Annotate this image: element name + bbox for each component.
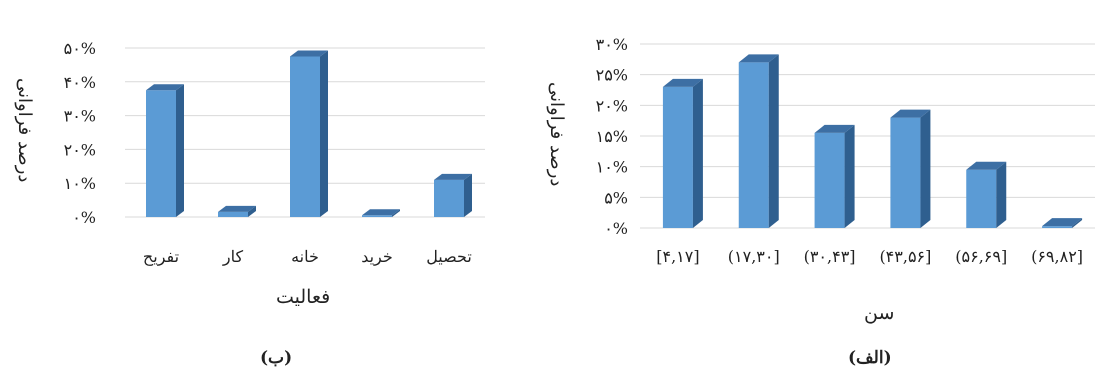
chart-b-y-tick-label: ۰% <box>72 208 96 227</box>
chart-b-bar-front <box>146 90 176 217</box>
chart-a-bar-top <box>738 54 779 63</box>
chart-a-y-tick-label: ۵% <box>604 188 628 207</box>
chart-a-bar-front <box>662 86 693 228</box>
chart-a-bar-top <box>1042 218 1083 227</box>
x-axis-title-a: سن <box>864 302 895 324</box>
chart-a-x-tick-label: (۴۳,۵۶] <box>879 247 931 266</box>
chart-b-x-tick-label: کار <box>222 247 244 266</box>
chart-a-bar <box>890 109 931 228</box>
chart-a-bar-side <box>996 161 1007 228</box>
chart-b-bar-side <box>464 173 472 217</box>
chart-a-bar-side <box>844 124 855 228</box>
chart-a-bar-side <box>768 54 779 229</box>
chart-b-x-tick-label: خانه <box>291 247 319 266</box>
chart-a-x-tick-label: (۳۰,۴۳] <box>804 247 856 266</box>
chart-a-bar-side <box>692 78 703 228</box>
chart-a-x-tick-label: (۶۹,۸۲] <box>1031 247 1083 266</box>
chart-b-bar-side <box>248 205 256 217</box>
chart-b-bar-front <box>218 211 248 217</box>
chart-a-bar-top <box>890 109 931 118</box>
chart-b-bar <box>146 84 184 217</box>
chart-a-bar-front <box>1042 226 1073 228</box>
y-axis-title-b: درصد فراوانی <box>14 78 35 183</box>
chart-a-bar-front <box>890 117 921 228</box>
chart-b-y-tick-label: ۲۰% <box>64 140 96 159</box>
chart-activity: ۰% ۱۰% ۲۰% ۳۰% ۴۰% ۵۰% تفریح کار خانه خرید تحصیل <box>64 39 485 266</box>
chart-b-bar-front <box>362 215 392 217</box>
chart-b-bar <box>362 209 400 217</box>
chart-b-y-tick-label: ۴۰% <box>64 73 96 92</box>
panel-label-a: (الف) <box>848 348 892 368</box>
chart-a-x-tick-label: (۵۶,۶۹] <box>955 247 1007 266</box>
chart-age: ۰% ۵% ۱۰% ۱۵% ۲۰% ۲۵% ۳۰% [۴,۱۷] (۱۷,۳۰] (۳۰,۴۳] (… <box>596 35 1095 266</box>
chart-a-y-tick-label: ۲۰% <box>596 96 628 115</box>
chart-b-x-tick-label: تحصیل <box>426 247 472 266</box>
chart-a-bar-top <box>814 124 855 133</box>
x-axis-title-b: فعالیت <box>276 286 331 308</box>
chart-a-x-tick-label: [۴,۱۷] <box>656 247 699 266</box>
chart-b-bar-front <box>290 56 320 218</box>
chart-b-bar <box>290 50 328 218</box>
chart-a-bar-front <box>738 62 769 229</box>
chart-b-bar-side <box>176 84 184 217</box>
chart-b-y-tick-label: ۳۰% <box>64 107 96 126</box>
chart-a-bar <box>966 161 1007 228</box>
chart-b-bar-top <box>290 50 328 57</box>
chart-a-x-tick-label: (۱۷,۳۰] <box>728 247 780 266</box>
chart-a-bar-top <box>662 78 703 87</box>
chart-b-y-tick-label: ۵۰% <box>64 39 96 58</box>
chart-b-bar-front <box>434 179 464 217</box>
chart-b-bar-top <box>362 209 400 216</box>
chart-a-bar <box>662 78 703 228</box>
panel-label-b: (ب) <box>260 348 293 368</box>
chart-b-bar-top <box>434 173 472 180</box>
chart-a-bar-side <box>920 109 931 228</box>
chart-b-x-tick-label: تفریح <box>143 247 179 266</box>
chart-a-bar <box>814 124 855 228</box>
chart-b-y-tick-label: ۱۰% <box>64 174 96 193</box>
chart-a-y-tick-label: ۰% <box>604 219 628 238</box>
chart-b-x-tick-label: خرید <box>361 247 393 266</box>
chart-b-bar-side <box>320 50 328 218</box>
chart-a-y-tick-label: ۱۵% <box>596 127 628 146</box>
chart-b-bar-top <box>146 84 184 91</box>
y-axis-title-a: درصد فراوانی <box>546 82 567 187</box>
chart-b-bar <box>218 205 256 217</box>
chart-a-y-tick-label: ۲۵% <box>596 66 628 85</box>
chart-a-bar <box>1042 218 1083 228</box>
chart-a-bar-top <box>966 161 1007 170</box>
chart-b-bar <box>434 173 472 217</box>
chart-a-bar <box>738 54 779 229</box>
chart-b-bar-side <box>392 209 400 217</box>
chart-a-bar-front <box>814 132 845 228</box>
chart-a-y-tick-label: ۳۰% <box>596 35 628 54</box>
chart-a-y-tick-label: ۱۰% <box>596 158 628 177</box>
chart-a-bar-front <box>966 169 997 228</box>
chart-b-bar-top <box>218 205 256 212</box>
chart-a-bar-side <box>1072 218 1083 228</box>
